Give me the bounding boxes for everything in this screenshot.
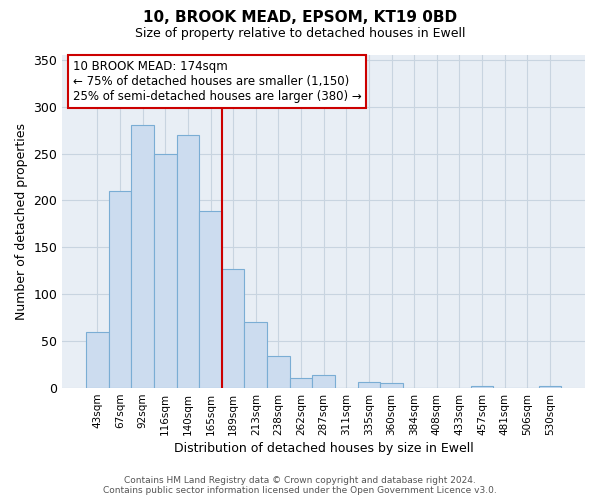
Bar	[313, 375, 335, 388]
Bar	[358, 382, 380, 388]
Bar	[131, 126, 154, 388]
X-axis label: Distribution of detached houses by size in Ewell: Distribution of detached houses by size …	[174, 442, 473, 455]
Text: Size of property relative to detached houses in Ewell: Size of property relative to detached ho…	[135, 28, 465, 40]
Text: 10, BROOK MEAD, EPSOM, KT19 0BD: 10, BROOK MEAD, EPSOM, KT19 0BD	[143, 10, 457, 25]
Text: Contains HM Land Registry data © Crown copyright and database right 2024.
Contai: Contains HM Land Registry data © Crown c…	[103, 476, 497, 495]
Bar	[222, 269, 244, 388]
Bar	[109, 191, 131, 388]
Bar	[176, 134, 199, 388]
Text: 10 BROOK MEAD: 174sqm
← 75% of detached houses are smaller (1,150)
25% of semi-d: 10 BROOK MEAD: 174sqm ← 75% of detached …	[73, 60, 361, 103]
Bar	[86, 332, 109, 388]
Bar	[199, 210, 222, 388]
Bar	[290, 378, 313, 388]
Bar	[267, 356, 290, 388]
Bar	[244, 322, 267, 388]
Bar	[471, 386, 493, 388]
Bar	[539, 386, 561, 388]
Y-axis label: Number of detached properties: Number of detached properties	[15, 123, 28, 320]
Bar	[154, 154, 176, 388]
Bar	[380, 384, 403, 388]
